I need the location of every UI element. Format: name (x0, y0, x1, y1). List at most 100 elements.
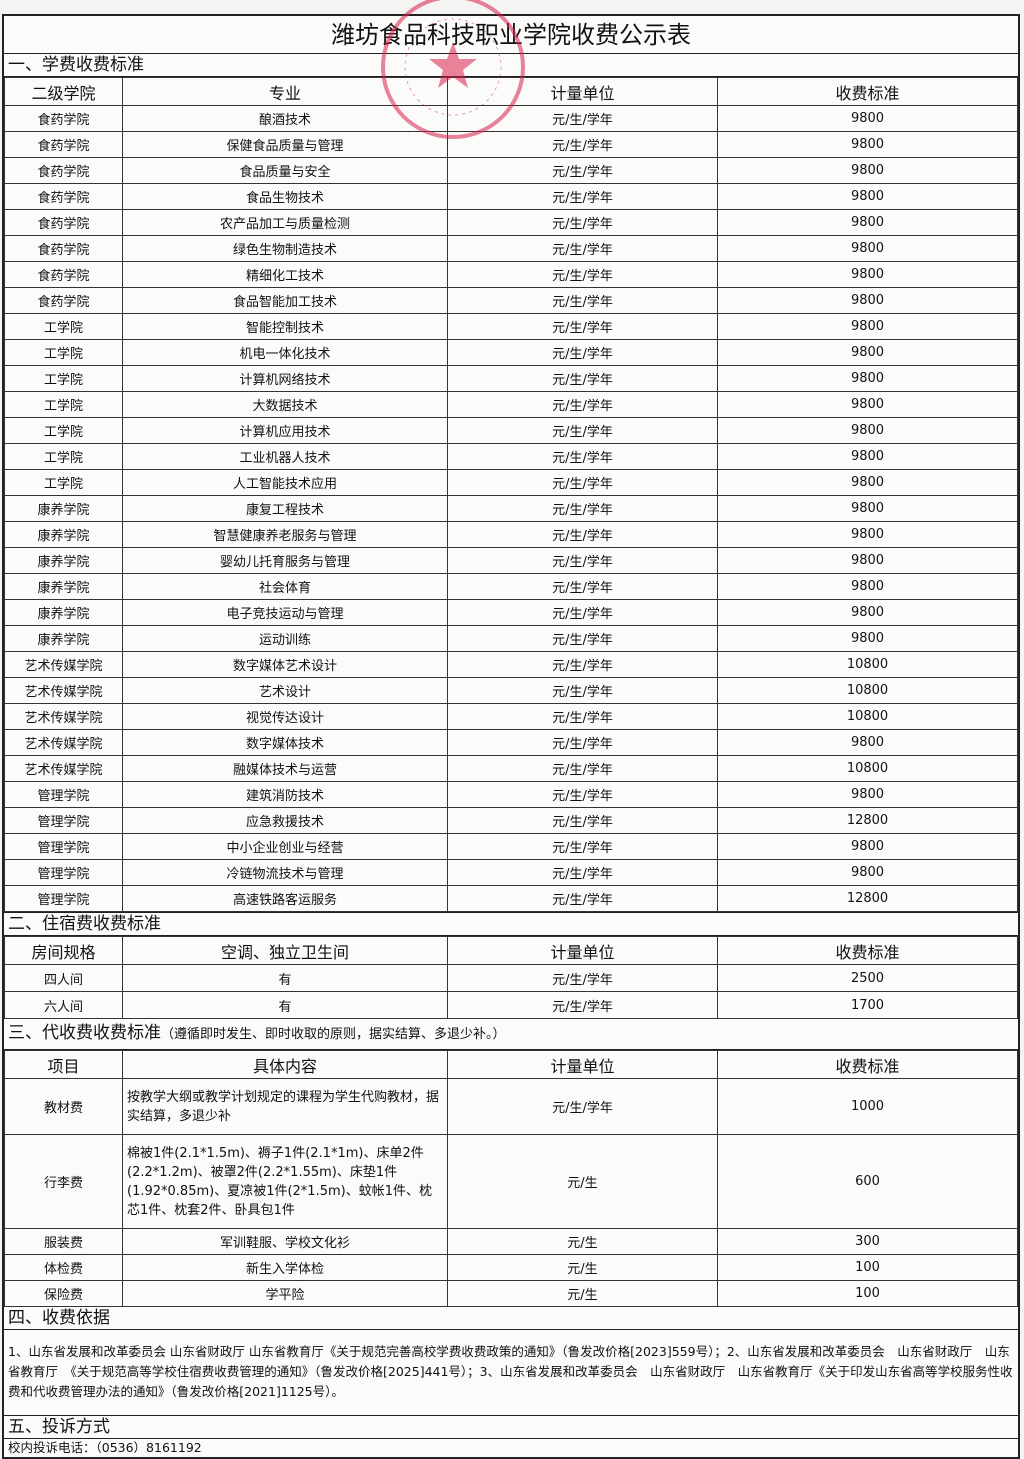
table-row-cell: 食药学院 (4, 261, 123, 288)
agency-section-label: 三、代收费收费标准 (8, 1023, 161, 1043)
table-row-cell: 食药学院 (4, 287, 123, 314)
table-row-cell: 10800 (717, 703, 1018, 730)
table-row: 工学院 人工智能技术应用 元/生/学年 9800 (4, 469, 1018, 496)
table-row-cell: 康养学院 (4, 599, 123, 626)
table-row: 食药学院 食品质量与安全 元/生/学年 9800 (4, 157, 1018, 184)
table-row-cell: 工学院 (4, 365, 123, 392)
table-row-cell: 元/生/学年 (447, 521, 718, 548)
table-row: 管理学院 应急救援技术 元/生/学年 12800 (4, 807, 1018, 834)
table-row-cell: 9800 (717, 781, 1018, 808)
table-row-cell: 食药学院 (4, 209, 123, 236)
lodging-table: 房间规格 空调、独立卫生间 计量单位 收费标准 四人间有元/生/学年 2500 六人间有元/… (4, 936, 1018, 1019)
table-row-cell: 食药学院 (4, 131, 123, 158)
table-row-cell: 农产品加工与质量检测 (122, 209, 448, 236)
table-row: 艺术传媒学院 数字媒体技术 元/生/学年 9800 (4, 729, 1018, 756)
table-row-cell: 300 (717, 1228, 1018, 1255)
header-row-cell: 计量单位 (447, 77, 718, 106)
table-row-cell: 元/生/学年 (447, 703, 718, 730)
table-row-cell: 元/生/学年 (447, 235, 718, 262)
table-row-cell: 大数据技术 (122, 391, 448, 418)
table-row-cell: 按教学大纲或教学计划规定的课程为学生代购教材，据实结算，多退少补 (122, 1078, 448, 1135)
table-row-cell: 艺术传媒学院 (4, 677, 123, 704)
basis-section-title: 四、收费依据 (4, 1307, 1018, 1330)
table-row-cell: 12800 (717, 807, 1018, 834)
table-row-cell: 元/生/学年 (447, 651, 718, 678)
table-row-cell: 食药学院 (4, 183, 123, 210)
table-row-cell: 元/生/学年 (447, 781, 718, 808)
table-row-cell: 1000 (717, 1078, 1018, 1135)
table-row-cell: 9800 (717, 313, 1018, 340)
table-row-cell: 电子竞技运动与管理 (122, 599, 448, 626)
table-row-cell: 运动训练 (122, 625, 448, 652)
table-row-cell: 有 (122, 964, 448, 992)
table-row: 工学院 计算机应用技术 元/生/学年 9800 (4, 417, 1018, 444)
table-row-cell: 人工智能技术应用 (122, 469, 448, 496)
table-row: 工学院 工业机器人技术 元/生/学年 9800 (4, 443, 1018, 470)
table-row-cell: 六人间 (4, 991, 123, 1019)
table-row-cell: 工学院 (4, 339, 123, 366)
table-row: 食药学院 食品生物技术 元/生/学年 9800 (4, 183, 1018, 210)
header-row-cell: 具体内容 (122, 1050, 448, 1079)
table-row-cell: 元/生/学年 (447, 625, 718, 652)
table-row-cell: 康复工程技术 (122, 495, 448, 522)
table-row-cell: 有 (122, 991, 448, 1019)
table-row-cell: 元/生/学年 (447, 755, 718, 782)
table-row-cell: 元/生/学年 (447, 547, 718, 574)
table-row-cell: 9800 (717, 183, 1018, 210)
table-row-cell: 管理学院 (4, 833, 123, 860)
agency-note: （遵循即时发生、即时收取的原则，据实结算、多退少补。） (161, 1027, 506, 1042)
header-row-cell: 专业 (122, 77, 448, 106)
table-row: 管理学院 建筑消防技术 元/生/学年 9800 (4, 781, 1018, 808)
agency-section-title: 三、代收费收费标准（遵循即时发生、即时收取的原则，据实结算、多退少补。） (4, 1019, 1018, 1050)
header-row-cell: 收费标准 (717, 77, 1018, 106)
table-row-cell: 12800 (717, 885, 1018, 912)
table-row-cell: 2500 (717, 964, 1018, 992)
table-row: 食药学院 保健食品质量与管理 元/生/学年 9800 (4, 131, 1018, 158)
table-row-cell: 600 (717, 1134, 1018, 1229)
table-row-cell: 绿色生物制造技术 (122, 235, 448, 262)
table-row-cell: 艺术传媒学院 (4, 651, 123, 678)
table-row-cell: 行李费 (4, 1134, 123, 1229)
table-row: 食药学院 农产品加工与质量检测 元/生/学年 9800 (4, 209, 1018, 236)
table-row-cell: 数字媒体技术 (122, 729, 448, 756)
table-row-cell: 工业机器人技术 (122, 443, 448, 470)
table-row-cell: 元/生/学年 (447, 495, 718, 522)
table-row-cell: 食品生物技术 (122, 183, 448, 210)
table-row-cell: 应急救援技术 (122, 807, 448, 834)
table-row-cell: 元/生/学年 (447, 1078, 718, 1135)
table-row-cell: 元/生/学年 (447, 183, 718, 210)
table-row-cell: 视觉传达设计 (122, 703, 448, 730)
table-row-cell: 工学院 (4, 391, 123, 418)
table-row: 服装费 军训鞋服、学校文化衫 元/生 300 (4, 1228, 1018, 1255)
table-row-cell: 元/生/学年 (447, 469, 718, 496)
table-row: 六人间有元/生/学年 1700 (4, 991, 1018, 1019)
table-row-cell: 保险费 (4, 1280, 123, 1307)
header-row-cell: 项目 (4, 1050, 123, 1079)
table-row: 食药学院 精细化工技术 元/生/学年 9800 (4, 261, 1018, 288)
table-row-cell: 9800 (717, 573, 1018, 600)
table-row-cell: 10800 (717, 677, 1018, 704)
basis-text: 1、山东省发展和改革委员会 山东省财政厅 山东省教育厅《关于规范完善高校学费收费… (4, 1330, 1018, 1416)
table-row-cell: 9800 (717, 443, 1018, 470)
table-row: 行李费 棉被1件(2.1*1.5m)、褥子1件(2.1*1m)、床单2件(2.2*… (4, 1134, 1018, 1229)
table-row-cell: 元/生 (447, 1228, 718, 1255)
table-row-cell: 元/生/学年 (447, 131, 718, 158)
table-row-cell: 元/生/学年 (447, 261, 718, 288)
table-row-cell: 9800 (717, 521, 1018, 548)
table-row: 艺术传媒学院 融媒体技术与运营 元/生/学年 10800 (4, 755, 1018, 782)
table-row-cell: 元/生/学年 (447, 573, 718, 600)
table-row: 康养学院 电子竞技运动与管理 元/生/学年 9800 (4, 599, 1018, 626)
table-row-cell: 10800 (717, 651, 1018, 678)
table-row-cell: 元/生/学年 (447, 417, 718, 444)
table-row-cell: 元/生/学年 (447, 157, 718, 184)
table-row-cell: 工学院 (4, 469, 123, 496)
table-row-cell: 元/生 (447, 1134, 718, 1229)
table-row-cell: 精细化工技术 (122, 261, 448, 288)
table-row-cell: 元/生/学年 (447, 313, 718, 340)
table-row-cell: 元/生/学年 (447, 991, 718, 1019)
table-row-cell: 9800 (717, 729, 1018, 756)
header-row-cell: 计量单位 (447, 936, 718, 965)
table-row-cell: 食药学院 (4, 235, 123, 262)
header-row: 二级学院 专业 计量单位 收费标准 (4, 77, 1018, 106)
table-row: 工学院 计算机网络技术 元/生/学年 9800 (4, 365, 1018, 392)
